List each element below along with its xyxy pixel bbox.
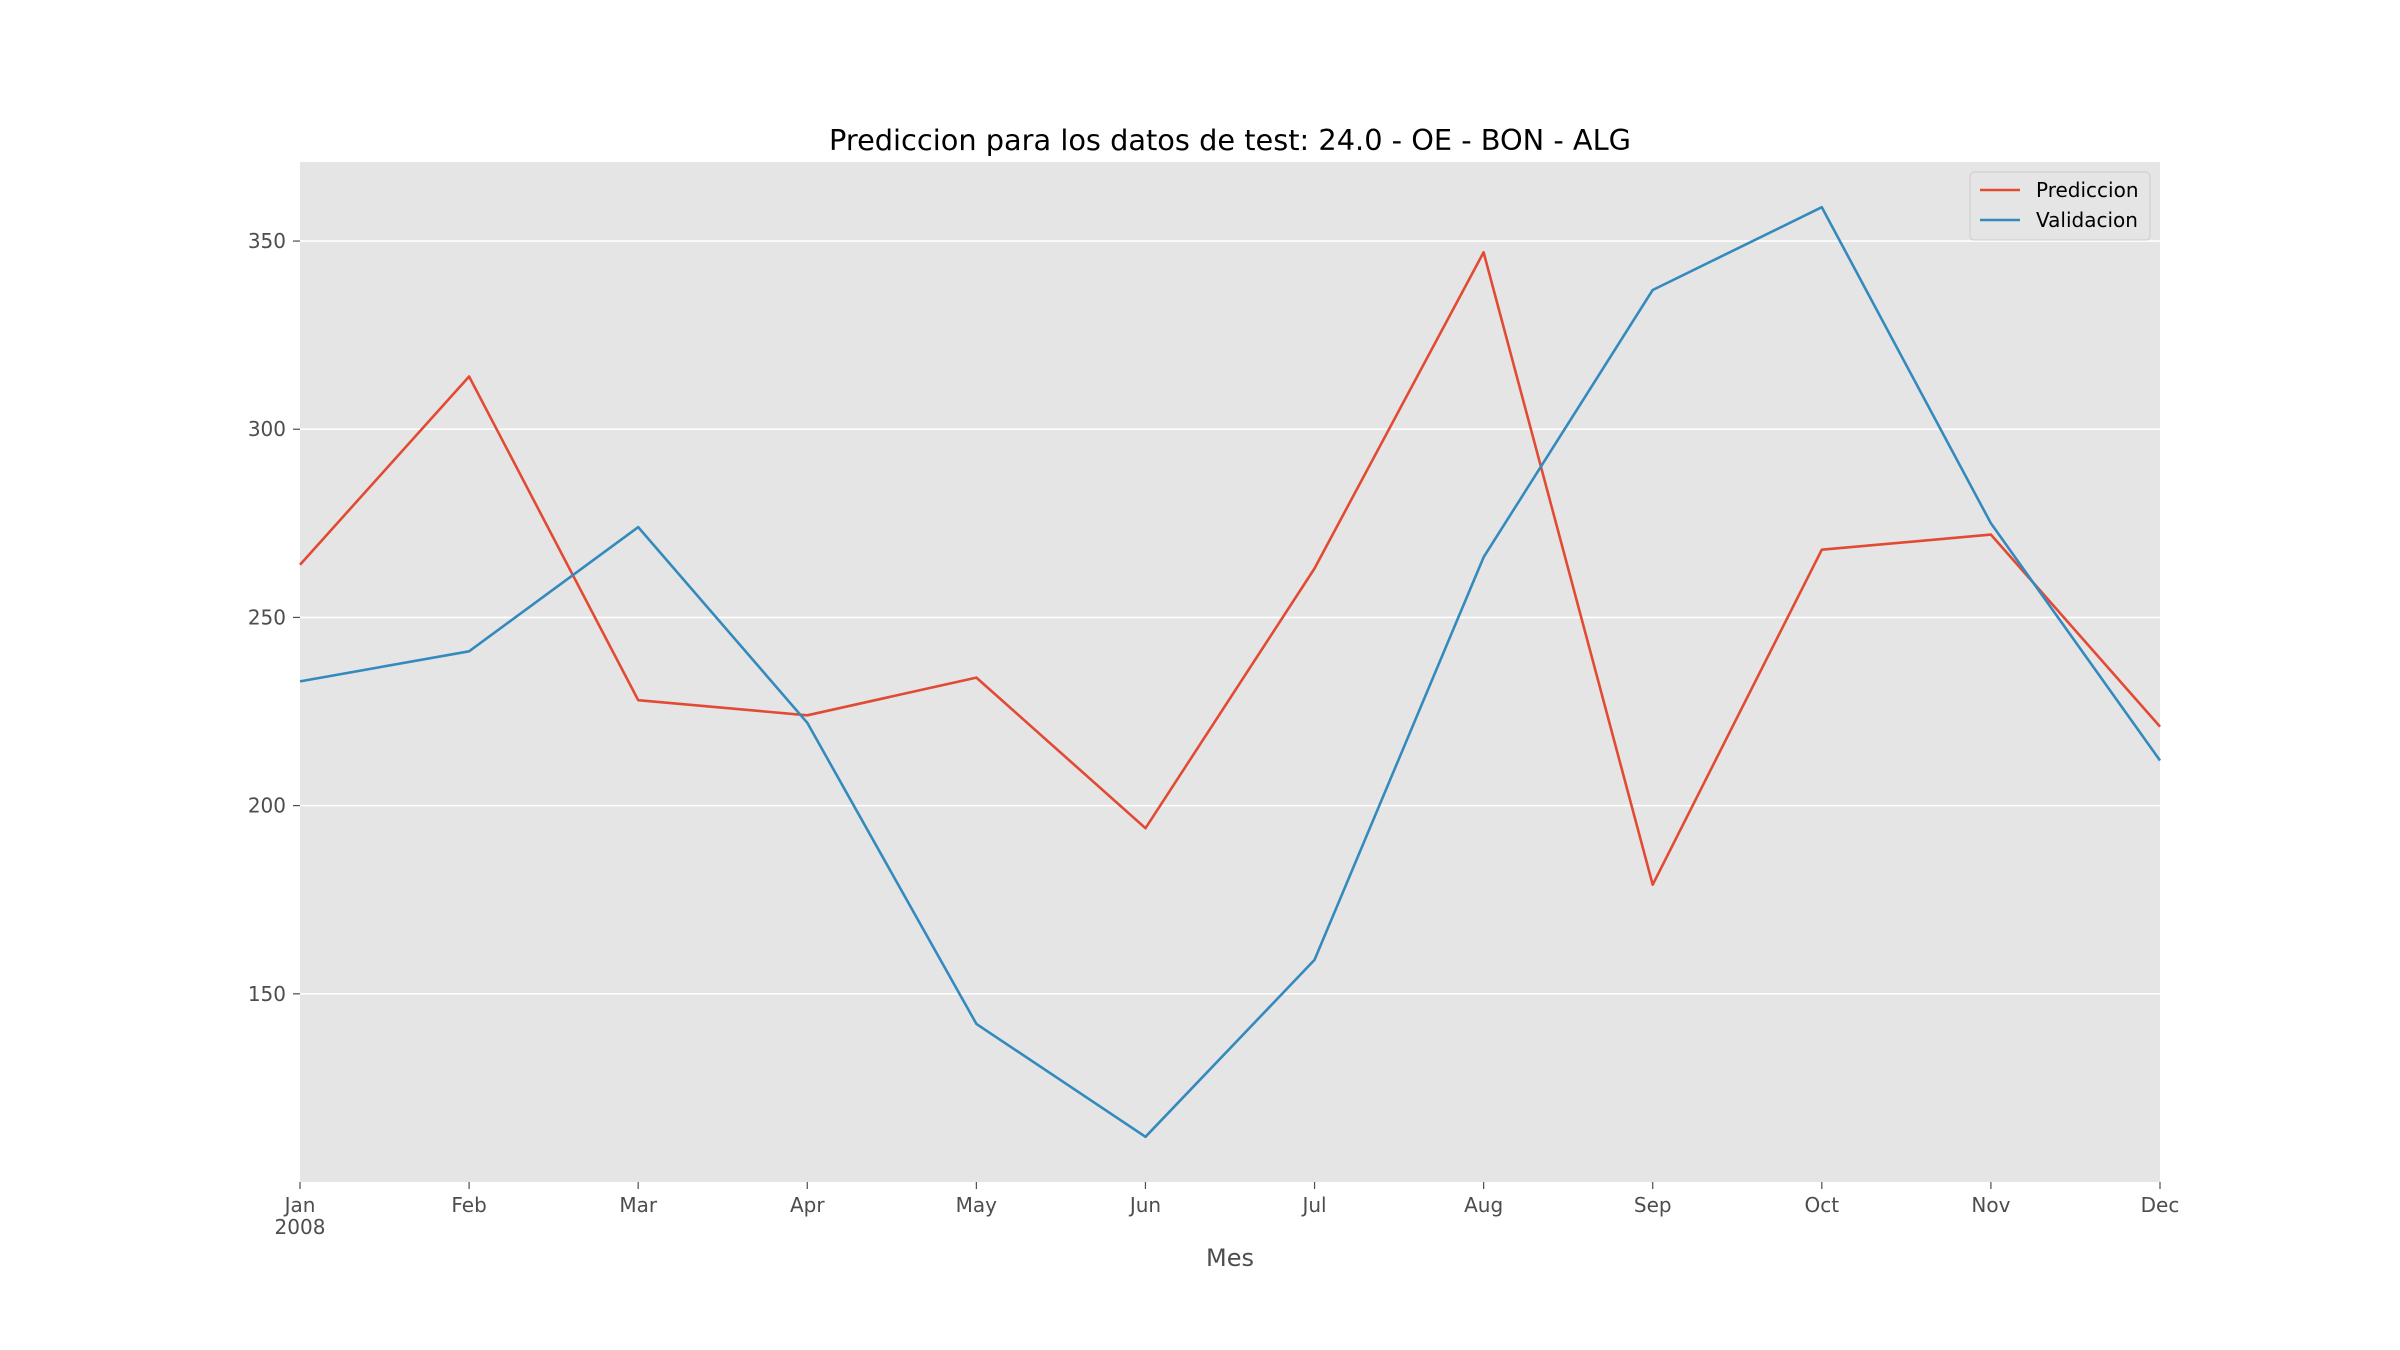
y-tick-label-300: 300 xyxy=(248,417,286,441)
x-tick-label-sep: Sep xyxy=(1634,1193,1672,1217)
x-tick-label-jun: Jun xyxy=(1128,1193,1161,1217)
x-tick-label-jul: Jul xyxy=(1300,1193,1326,1217)
x-tick-label-apr: Apr xyxy=(790,1193,825,1217)
x-axis-label: Mes xyxy=(1206,1244,1254,1272)
x-tick-label-feb: Feb xyxy=(451,1193,486,1217)
series-line-validacion xyxy=(299,205,2162,1139)
x-tick-label-mar: Mar xyxy=(619,1193,658,1217)
y-tick-label-150: 150 xyxy=(248,982,286,1006)
gridlines xyxy=(300,240,2160,995)
x-tick-label-dec: Dec xyxy=(2141,1193,2180,1217)
series-lines xyxy=(299,205,2162,1139)
legend: Prediccion Validacion xyxy=(1969,171,2151,241)
plot-area xyxy=(300,162,2160,1182)
y-tick-label-250: 250 xyxy=(248,605,286,629)
x-tick-year-label: 2008 xyxy=(275,1215,326,1239)
chart-title: Prediccion para los datos de test: 24.0 … xyxy=(829,123,1631,157)
x-tick-label-aug: Aug xyxy=(1464,1193,1503,1217)
x-tick-label-nov: Nov xyxy=(1971,1193,2010,1217)
y-tick-label-200: 200 xyxy=(248,794,286,818)
legend-label-validacion: Validacion xyxy=(2036,208,2138,232)
y-tick-label-350: 350 xyxy=(248,229,286,253)
x-tick-label-jan: Jan xyxy=(283,1193,316,1217)
x-tick-label-oct: Oct xyxy=(1805,1193,1840,1217)
x-axis: Jan Feb Mar Apr May Jun Jul Aug Sep Oct Nov Dec 2008 xyxy=(275,1182,2180,1239)
legend-label-prediccion: Prediccion xyxy=(2036,178,2139,202)
x-tick-label-may: May xyxy=(956,1193,998,1217)
series-line-prediccion xyxy=(299,251,2161,887)
y-axis: 150 200 250 300 350 xyxy=(248,229,300,1006)
